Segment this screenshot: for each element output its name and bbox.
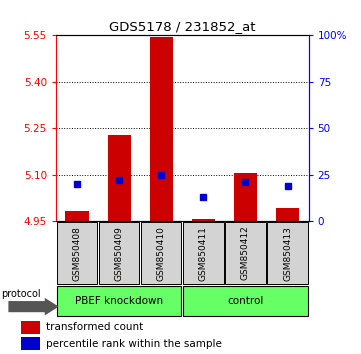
Text: percentile rank within the sample: percentile rank within the sample (46, 339, 222, 349)
Bar (141, 222, 182, 284)
Bar (268, 222, 308, 284)
Bar (234, 173, 257, 221)
Text: protocol: protocol (1, 289, 41, 299)
Bar (276, 208, 299, 221)
Bar (183, 222, 223, 284)
Text: GSM850408: GSM850408 (73, 225, 82, 281)
Bar (57, 286, 182, 315)
Title: GDS5178 / 231852_at: GDS5178 / 231852_at (109, 20, 256, 33)
Bar (183, 286, 308, 315)
FancyArrow shape (8, 298, 59, 315)
Bar (108, 135, 131, 221)
Text: GSM850412: GSM850412 (241, 226, 250, 280)
Bar (65, 211, 88, 221)
Text: GSM850411: GSM850411 (199, 225, 208, 281)
Bar (192, 219, 215, 221)
Bar (57, 222, 97, 284)
Text: GSM850413: GSM850413 (283, 225, 292, 281)
Bar (99, 222, 139, 284)
Text: GSM850409: GSM850409 (115, 225, 123, 281)
Bar (225, 222, 266, 284)
Text: PBEF knockdown: PBEF knockdown (75, 296, 163, 306)
Bar (21, 321, 40, 334)
Bar (150, 37, 173, 221)
Bar (21, 337, 40, 350)
Text: control: control (227, 296, 264, 306)
Text: GSM850410: GSM850410 (157, 225, 166, 281)
Text: transformed count: transformed count (46, 322, 144, 332)
